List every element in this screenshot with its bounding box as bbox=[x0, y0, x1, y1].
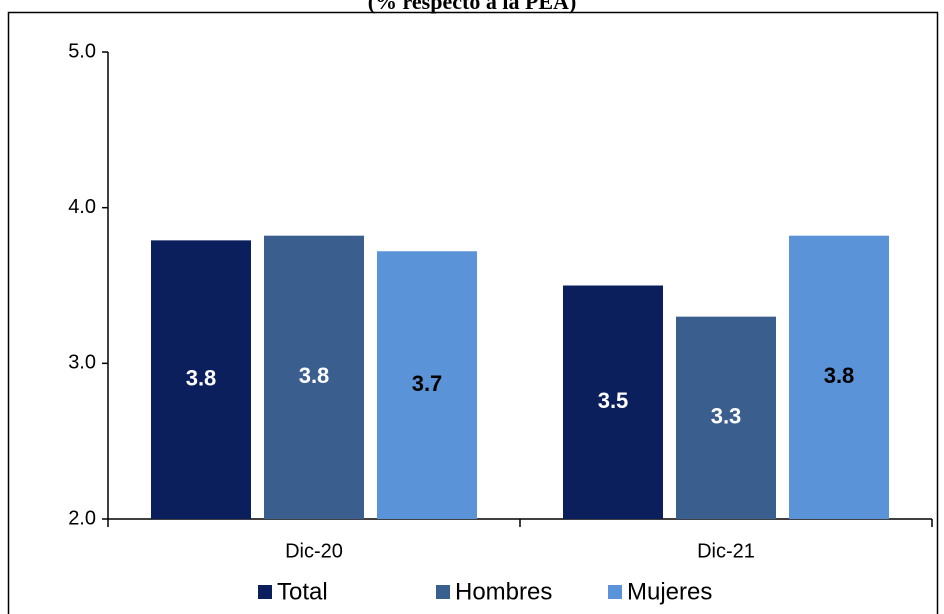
legend-label: Mujeres bbox=[627, 578, 712, 605]
bar bbox=[676, 316, 776, 519]
legend-label: Hombres bbox=[455, 578, 552, 605]
bar-value-label: 3.8 bbox=[299, 363, 330, 388]
y-tick-label: 3.0 bbox=[68, 352, 96, 374]
y-tick-label: 2.0 bbox=[68, 507, 96, 529]
bar-value-label: 3.5 bbox=[598, 388, 629, 413]
bar bbox=[789, 235, 889, 520]
bar-value-label: 3.8 bbox=[824, 363, 855, 388]
bar bbox=[377, 251, 477, 519]
y-tick-label: 4.0 bbox=[68, 196, 96, 218]
x-tick-label: Dic-20 bbox=[285, 540, 343, 562]
legend-swatch bbox=[436, 585, 450, 599]
chart-title: (% respecto a la PEA) bbox=[368, 0, 577, 14]
bar bbox=[563, 285, 663, 519]
legend-label: Total bbox=[277, 578, 328, 605]
chart-frame bbox=[7, 11, 939, 614]
bar bbox=[151, 240, 251, 519]
bar-value-label: 3.3 bbox=[711, 404, 742, 429]
bar-value-label: 3.7 bbox=[412, 371, 443, 396]
y-tick-label: 5.0 bbox=[68, 40, 96, 62]
bar-value-label: 3.8 bbox=[186, 365, 217, 390]
legend-swatch bbox=[258, 585, 272, 599]
bar bbox=[264, 235, 364, 520]
legend-swatch bbox=[608, 585, 622, 599]
x-tick-label: Dic-21 bbox=[697, 540, 755, 562]
